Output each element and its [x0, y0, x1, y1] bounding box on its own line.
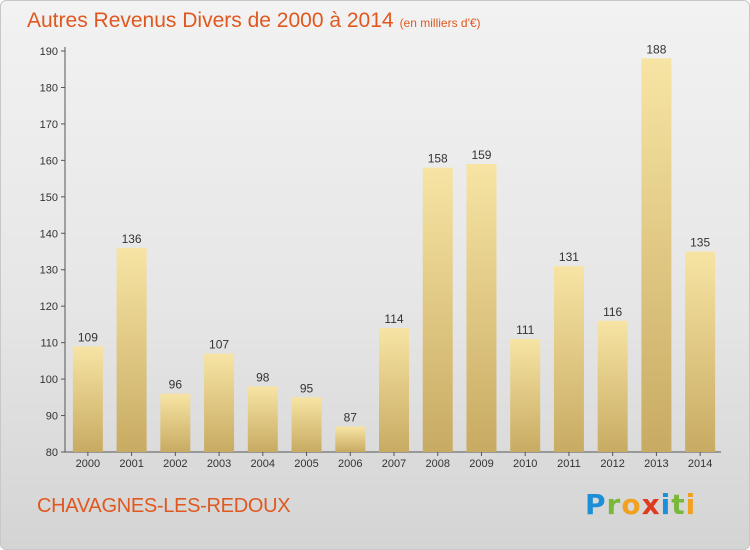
data-label-2002: 96: [169, 378, 183, 392]
y-tick-label: 190: [40, 46, 58, 58]
bar-2014: [685, 251, 716, 452]
bar-2012: [597, 320, 628, 452]
data-label-2014: 135: [690, 236, 710, 250]
data-label-2005: 95: [300, 381, 314, 395]
y-tick-label: 150: [40, 192, 58, 204]
x-tick-label-2001: 2001: [119, 458, 143, 470]
bar-2001: [116, 247, 147, 452]
bar-2011: [553, 266, 584, 452]
x-tick-label-2010: 2010: [513, 458, 537, 470]
bar-2005: [291, 397, 322, 452]
chart-data-labels: 109 136 96 107 98 95 87 114 158 159 111 131 116 188 13…: [78, 42, 711, 424]
data-label-2013: 188: [646, 42, 666, 56]
bar-2000: [72, 346, 103, 452]
x-tick-label-2009: 2009: [469, 458, 493, 470]
bar-2010: [510, 338, 541, 452]
bar-2009: [466, 164, 497, 452]
data-label-2004: 98: [256, 370, 270, 384]
x-tick-label-2007: 2007: [382, 458, 406, 470]
bar-2004: [247, 386, 278, 452]
x-tick-label-2012: 2012: [600, 458, 624, 470]
data-label-2010: 111: [516, 323, 535, 337]
y-tick-label: 100: [40, 374, 58, 386]
y-tick-label: 110: [40, 338, 58, 350]
y-tick-label: 160: [40, 155, 58, 167]
chart-title-text: Autres Revenus Divers de 2000 à 2014: [27, 9, 394, 32]
chart-title: Autres Revenus Divers de 2000 à 2014 (en …: [27, 9, 481, 33]
x-tick-label-2006: 2006: [338, 458, 362, 470]
y-tick-label: 90: [46, 411, 58, 423]
y-tick-label: 180: [40, 82, 58, 94]
x-tick-label-2013: 2013: [644, 458, 668, 470]
bar-2002: [160, 393, 191, 452]
x-tick-label-2008: 2008: [425, 458, 449, 470]
x-tick-label-2011: 2011: [557, 458, 581, 470]
data-label-2001: 136: [122, 232, 142, 246]
bar-2013: [641, 58, 672, 453]
data-label-2011: 131: [559, 250, 579, 264]
proxiti-logo: Proxiti: [585, 488, 697, 521]
data-label-2003: 107: [209, 338, 229, 352]
data-label-2007: 114: [384, 312, 403, 326]
data-label-2008: 158: [428, 152, 448, 166]
data-label-2000: 109: [78, 330, 98, 344]
data-label-2012: 116: [603, 305, 622, 319]
bar-2006: [335, 426, 366, 452]
data-label-2006: 87: [344, 410, 358, 424]
y-tick-label: 120: [40, 301, 58, 313]
bar-2003: [204, 353, 235, 452]
data-label-2009: 159: [471, 148, 491, 162]
bar-2007: [379, 328, 409, 452]
y-tick-label: 140: [40, 228, 58, 240]
town-name: CHAVAGNES-LES-REDOUX: [37, 495, 291, 517]
bar-2008: [422, 167, 453, 452]
x-tick-label-2002: 2002: [163, 458, 187, 470]
y-tick-label: 130: [40, 265, 58, 277]
y-tick-label: 170: [40, 119, 58, 131]
chart-subtitle: (en milliers d'€): [399, 16, 481, 30]
x-tick-label-2014: 2014: [688, 458, 712, 470]
x-tick-label-2005: 2005: [294, 458, 318, 470]
x-tick-label-2000: 2000: [76, 458, 100, 470]
chart-bars: [72, 58, 716, 453]
y-tick-label: 80: [46, 447, 58, 459]
x-tick-label-2003: 2003: [207, 458, 231, 470]
x-tick-label-2004: 2004: [251, 458, 275, 470]
